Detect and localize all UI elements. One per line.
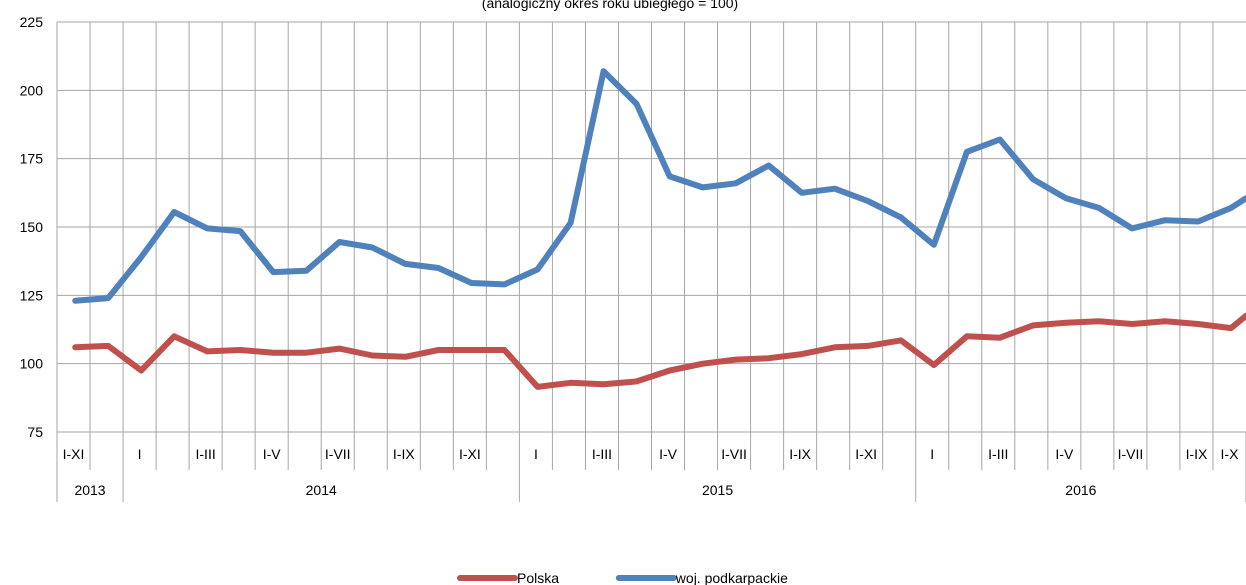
x-tick-label: I-IX [1186,446,1208,462]
x-tick-label: I-V [659,446,678,462]
legend-label: woj. podkarpackie [675,570,788,585]
x-tick-label: I-V [263,446,282,462]
x-tick-label: I-IX [789,446,811,462]
chart-title: (analogiczny okres roku ubiegłego = 100) [482,0,738,11]
x-tick-label: I [930,446,934,462]
y-tick-label: 225 [20,14,44,30]
y-axis: 75 100 125 150 175 200 225 [20,14,44,440]
x-tick-label: I-XI [459,446,481,462]
x-tick-label: I-XI [855,446,877,462]
series-line-polska [72,312,1246,390]
legend-label: Polska [517,570,559,585]
y-tick-label: 75 [27,424,43,440]
series-lines [72,68,1246,390]
y-tick-label: 125 [20,287,44,303]
year-label: 2015 [702,482,733,498]
x-tick-label: I-IX [393,446,415,462]
x-tick-label: I-V [1055,446,1074,462]
x-tick-label: I-VII [1118,446,1144,462]
y-tick-label: 200 [20,82,44,98]
x-tick-label: I-III [988,446,1008,462]
x-tick-label: I-X [1221,446,1240,462]
legend: Polska woj. podkarpackie [457,570,788,585]
y-tick-label: 175 [20,151,44,167]
y-tick-label: 150 [20,219,44,235]
x-tick-label: I [534,446,538,462]
x-tick-label: I-XI [63,446,85,462]
y-tick-label: 100 [20,356,44,372]
series-line-woj-podkarpackie [72,68,1246,304]
year-label: 2016 [1065,482,1096,498]
x-tick-label: I-III [196,446,216,462]
grid-lines [56,21,1246,433]
x-tick-label: I-III [592,446,612,462]
x-tick-label: I-VII [721,446,747,462]
x-tick-label: I-VII [325,446,351,462]
x-tick-label: I [138,446,142,462]
year-label: 2014 [306,482,337,498]
year-label: 2013 [74,482,105,498]
x-axis: I-XI I I-III I-V I-VII I-IX I-XI I I-III I-V I-VII… [56,432,1246,502]
